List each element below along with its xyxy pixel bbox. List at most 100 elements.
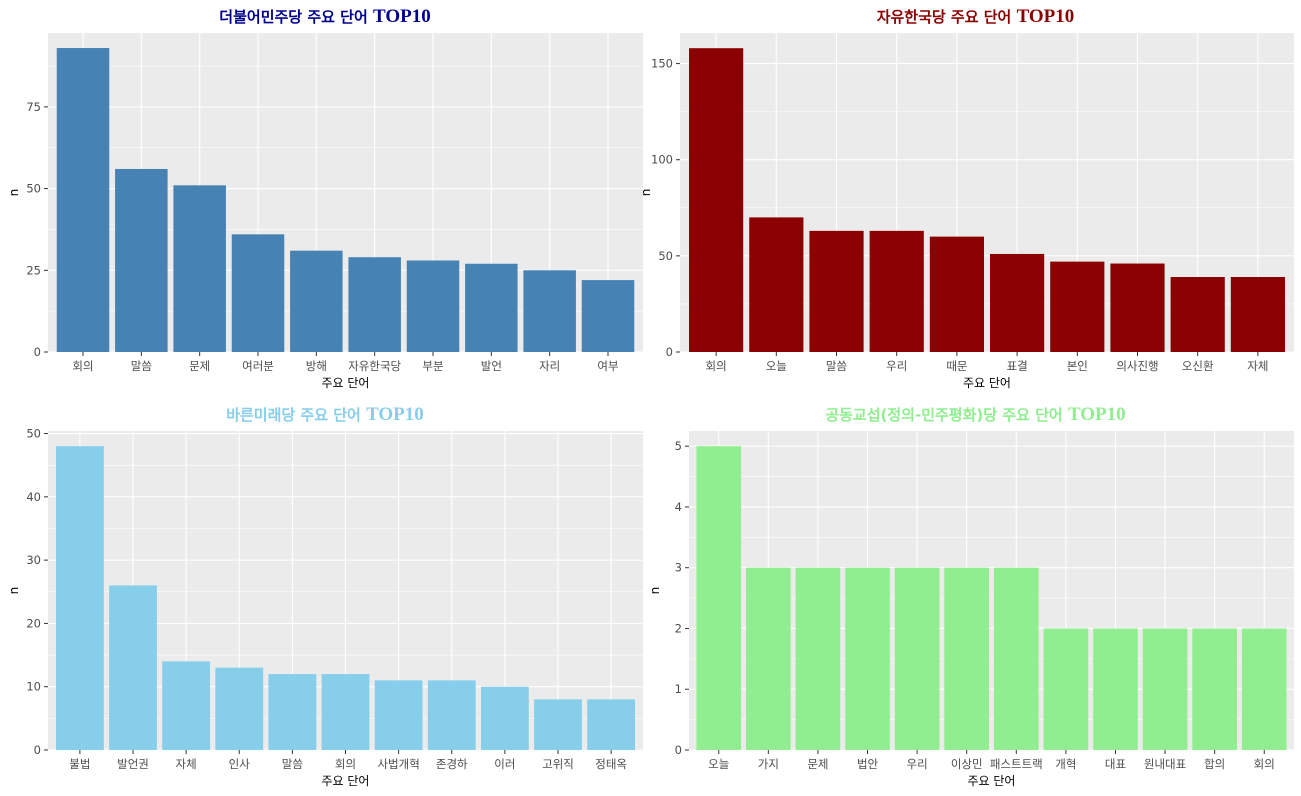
x-tick-label: 자유한국당 (348, 359, 401, 373)
y-tick-label: 25 (26, 263, 41, 277)
y-axis-label: n (639, 189, 653, 197)
x-tick-label: 말씀 (282, 757, 303, 771)
chart-title-top10: TOP10 (1067, 404, 1126, 425)
x-tick-label: 이상민 (951, 757, 983, 771)
bar (55, 446, 104, 750)
bar (1192, 628, 1237, 750)
x-tick-label: 이러 (494, 757, 515, 771)
bar (231, 234, 285, 352)
bar (290, 250, 343, 352)
y-tick-label: 30 (26, 553, 41, 567)
bar (993, 567, 1039, 750)
bar (215, 667, 264, 750)
x-tick-label: 회의 (72, 359, 93, 373)
y-tick-label: 0 (675, 743, 682, 757)
y-tick-label: 100 (651, 153, 673, 167)
y-tick-label: 20 (26, 616, 41, 630)
bar (746, 567, 791, 750)
bar (1050, 261, 1105, 352)
bar (990, 253, 1045, 352)
bar (321, 674, 370, 750)
chart-title: 더불어민주당 주요 단어 TOP10 (0, 6, 650, 28)
y-axis-label: n (7, 189, 21, 197)
bar (1110, 263, 1165, 352)
bar (480, 686, 529, 750)
chart-panel-joint: 공동교섭(정의-민주평화)당 주요 단어 TOP10 0 1 2 3 4 5 오늘 가지 문제 법… (648, 398, 1301, 796)
x-tick-label: 문제 (189, 359, 210, 373)
chart-title: 공동교섭(정의-민주평화)당 주요 단어 TOP10 (650, 404, 1301, 426)
bar (374, 680, 423, 750)
x-tick-label: 사법개혁 (377, 757, 419, 771)
bar (689, 48, 744, 352)
x-tick-label: 대표 (1105, 757, 1126, 771)
x-tick-label: 존경하 (436, 757, 468, 771)
bar (348, 257, 401, 352)
bar (1241, 628, 1287, 750)
x-tick-label: 인사 (229, 757, 251, 771)
x-tick-label: 여러분 (242, 359, 274, 373)
chart-title-korean: 자유한국당 주요 단어 (876, 8, 1012, 26)
bar (534, 699, 582, 750)
bar (1142, 628, 1188, 750)
x-tick-label: 원내대표 (1144, 757, 1186, 771)
bar (894, 567, 940, 750)
y-tick-label: 50 (658, 249, 673, 263)
x-tick-label: 법안 (857, 757, 879, 771)
x-tick-label: 오신환 (1182, 359, 1214, 373)
x-tick-label: 여부 (597, 359, 618, 373)
y-tick-label: 50 (26, 427, 41, 441)
x-tick-label: 우리 (907, 757, 928, 771)
bar (749, 217, 804, 352)
x-tick-label: 회의 (1254, 757, 1275, 771)
x-tick-label: 패스트트랙 (990, 757, 1043, 771)
x-tick-label: 회의 (706, 359, 727, 373)
x-tick-label: 정태옥 (595, 757, 627, 771)
y-tick-label: 5 (675, 439, 682, 453)
x-tick-label: 오늘 (708, 757, 729, 771)
bar (173, 185, 226, 352)
chart-panel-minjoo: 더불어민주당 주요 단어 TOP10 0 25 50 75 회의 말씀 문제 여러분 방해 자유한… (0, 0, 650, 398)
chart-title-korean: 더불어민주당 주요 단어 (219, 8, 368, 26)
chart-panel-bareun: 바른미래당 주요 단어 TOP10 0 10 20 30 40 50 불법 발언권 자체 인사 말씀… (0, 398, 650, 796)
bar (427, 680, 476, 750)
y-tick-label: 1 (675, 682, 682, 696)
y-tick-label: 4 (675, 500, 682, 514)
x-tick-label: 발언권 (117, 757, 149, 771)
x-tick-label: 말씀 (826, 359, 847, 373)
bar (109, 585, 157, 750)
bar (581, 280, 635, 352)
bar (869, 230, 924, 352)
chart-title-korean: 공동교섭(정의-민주평화)당 주요 단어 (825, 406, 1063, 424)
bar (56, 48, 110, 352)
y-tick-label: 2 (675, 621, 682, 635)
chart-title-top10: TOP10 (366, 404, 424, 425)
x-tick-label: 개혁 (1055, 757, 1076, 771)
y-tick-label: 50 (26, 182, 41, 196)
x-tick-label: 때문 (946, 359, 967, 373)
x-tick-label: 본인 (1067, 359, 1088, 373)
y-tick-label: 150 (651, 57, 673, 71)
y-tick-label: 0 (666, 345, 673, 359)
y-tick-label: 0 (34, 743, 41, 757)
bar (268, 674, 317, 750)
x-tick-label: 자체 (1247, 359, 1268, 373)
bar (809, 230, 864, 352)
x-tick-label: 자리 (539, 359, 560, 373)
x-tick-label: 불법 (69, 757, 90, 771)
bar (1043, 628, 1089, 750)
x-axis-label: 주요 단어 (963, 376, 1011, 390)
x-tick-label: 의사진행 (1116, 359, 1158, 373)
bar (587, 699, 636, 750)
x-tick-label: 합의 (1204, 757, 1225, 771)
chart-title-korean: 바른미래당 주요 단어 (226, 406, 361, 424)
bar (929, 236, 984, 352)
y-tick-label: 3 (675, 561, 682, 575)
x-tick-label: 방해 (306, 359, 327, 373)
bar (944, 567, 990, 750)
bar (1230, 277, 1285, 352)
x-tick-label: 발언 (481, 359, 502, 373)
y-tick-label: 40 (26, 490, 41, 504)
